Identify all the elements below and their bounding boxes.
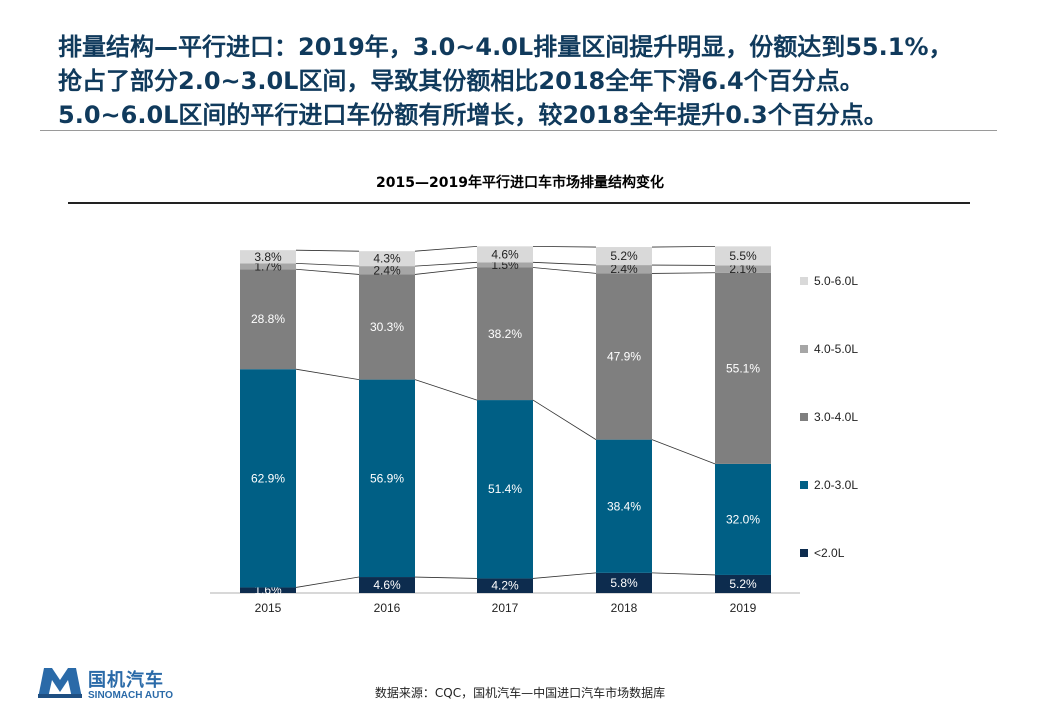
series-line-0-3 <box>651 572 716 576</box>
bar-segment-50-60l-2018 <box>596 247 652 266</box>
bar-segment-20-30l-2017 <box>477 400 533 579</box>
bar-segment-lt-20l-2016 <box>359 577 415 593</box>
bar-segment-50-60l-2015 <box>240 250 296 264</box>
bar-segment-lt-20l-2018 <box>596 572 652 593</box>
data-label-50-60l-2015: 3.8% <box>254 250 282 264</box>
series-line-2-1 <box>414 267 478 275</box>
data-label-20-30l-2019: 32.0% <box>726 512 760 526</box>
legend-label: 4.0-5.0L <box>814 342 859 356</box>
logo-chinese-name: 国机汽车 <box>88 670 164 691</box>
legend-label: 5.0-6.0L <box>814 274 859 288</box>
series-line-4-2 <box>532 245 597 248</box>
sinomach-logo-icon <box>38 668 82 698</box>
bar-segment-40-50l-2016 <box>359 266 415 275</box>
data-label-lt-20l-2016: 4.6% <box>373 578 401 592</box>
bar-segment-lt-20l-2019 <box>715 574 771 593</box>
series-line-2-0 <box>295 268 360 275</box>
x-tick-label-2019: 2019 <box>730 601 757 615</box>
chart-title: 2015—2019年平行进口车市场排量结构变化 <box>376 175 664 191</box>
bar-segment-50-60l-2019 <box>715 246 771 266</box>
bar-segment-20-30l-2018 <box>596 439 652 573</box>
data-label-50-60l-2018: 5.2% <box>610 249 638 263</box>
data-label-30-40l-2019: 55.1% <box>726 361 760 375</box>
series-line-4-3 <box>651 245 716 248</box>
data-label-50-60l-2017: 4.6% <box>491 247 519 261</box>
chart-title-divider <box>68 202 970 204</box>
legend-swatch <box>800 548 808 557</box>
headline-line-2: 抢占了部分2.0~3.0L区间，导致其份额相比2018全年下滑6.4个百分点。 <box>58 67 864 95</box>
legend-item-40-50l: 4.0-5.0L <box>800 342 858 358</box>
bar-segment-20-30l-2015 <box>240 369 296 588</box>
legend-swatch <box>800 344 808 353</box>
series-line-1-3 <box>651 439 716 465</box>
data-label-30-40l-2017: 38.2% <box>488 327 522 341</box>
data-label-50-60l-2016: 4.3% <box>373 252 401 266</box>
legend-label: <2.0L <box>814 546 845 560</box>
x-tick-label-2017: 2017 <box>492 601 519 615</box>
series-line-0-2 <box>532 572 597 579</box>
legend-item-lt-20l: <2.0L <box>800 546 844 562</box>
bar-segment-lt-20l-2017 <box>477 578 533 593</box>
bar-segment-50-60l-2017 <box>477 246 533 263</box>
bar-segment-50-60l-2016 <box>359 251 415 267</box>
bar-segment-30-40l-2017 <box>477 267 533 401</box>
series-line-4-0 <box>295 249 360 252</box>
series-line-3-1 <box>414 261 478 267</box>
bar-segment-40-50l-2019 <box>715 265 771 273</box>
data-label-40-50l-2019: 2.1% <box>729 262 757 276</box>
legend-item-30-40l: 3.0-4.0L <box>800 410 858 426</box>
legend-label: 3.0-4.0L <box>814 410 859 424</box>
legend-swatch <box>800 412 808 421</box>
x-tick-label-2015: 2015 <box>255 601 282 615</box>
series-line-2-3 <box>651 272 716 274</box>
headline-divider <box>40 130 997 131</box>
headline-line-3: 5.0~6.0L区间的平行进口车份额有所增长，较2018全年提升0.3个百分点。 <box>58 101 888 129</box>
bar-segment-30-40l-2016 <box>359 274 415 380</box>
series-line-2-2 <box>532 267 597 274</box>
data-label-40-50l-2016: 2.4% <box>373 263 401 277</box>
series-line-1-1 <box>414 379 478 401</box>
headline: 排量结构—平行进口：2019年，3.0~4.0L排量区间提升明显，份额达到55.… <box>58 30 1018 132</box>
bar-segment-20-30l-2016 <box>359 379 415 578</box>
data-label-lt-20l-2017: 4.2% <box>491 579 519 593</box>
series-line-4-1 <box>414 245 478 252</box>
x-tick-label-2018: 2018 <box>611 601 638 615</box>
legend-item-50-60l: 5.0-6.0L <box>800 274 858 290</box>
legend-label: 2.0-3.0L <box>814 478 859 492</box>
bar-segment-40-50l-2018 <box>596 265 652 274</box>
logo-english-name: SINOMACH AUTO <box>88 690 173 701</box>
bar-segment-30-40l-2019 <box>715 272 771 464</box>
data-source-note: 数据来源：CQC，国机汽车—中国进口汽车市场数据库 <box>374 686 666 700</box>
data-label-20-30l-2018: 38.4% <box>607 499 641 513</box>
bar-segment-20-30l-2019 <box>715 463 771 575</box>
series-line-1-0 <box>295 368 360 380</box>
series-line-0-0 <box>295 576 360 588</box>
legend-item-20-30l: 2.0-3.0L <box>800 478 858 494</box>
bar-segment-40-50l-2017 <box>477 262 533 268</box>
bar-segment-40-50l-2015 <box>240 263 296 270</box>
bar-segment-30-40l-2018 <box>596 273 652 440</box>
data-label-20-30l-2017: 51.4% <box>488 482 522 496</box>
series-line-0-1 <box>414 576 478 579</box>
data-label-lt-20l-2018: 5.8% <box>610 576 638 590</box>
series-line-3-0 <box>295 262 360 267</box>
data-label-20-30l-2015: 62.9% <box>251 471 285 485</box>
data-label-30-40l-2015: 28.8% <box>251 312 285 326</box>
data-label-20-30l-2016: 56.9% <box>370 471 404 485</box>
legend-swatch <box>800 480 808 489</box>
data-label-50-60l-2019: 5.5% <box>729 249 757 263</box>
data-label-30-40l-2016: 30.3% <box>370 320 404 334</box>
legend-swatch <box>800 276 808 285</box>
data-label-30-40l-2018: 47.9% <box>607 350 641 364</box>
data-label-lt-20l-2019: 5.2% <box>729 577 757 591</box>
bar-segment-lt-20l-2015 <box>240 587 296 593</box>
sinomach-logo: 国机汽车 SINOMACH AUTO <box>38 664 198 704</box>
series-line-1-2 <box>532 399 597 440</box>
x-tick-label-2016: 2016 <box>374 601 401 615</box>
series-line-3-2 <box>532 261 597 266</box>
bar-segment-30-40l-2015 <box>240 269 296 370</box>
headline-line-1: 排量结构—平行进口：2019年，3.0~4.0L排量区间提升明显，份额达到55.… <box>58 33 953 61</box>
data-label-40-50l-2018: 2.4% <box>610 262 638 276</box>
